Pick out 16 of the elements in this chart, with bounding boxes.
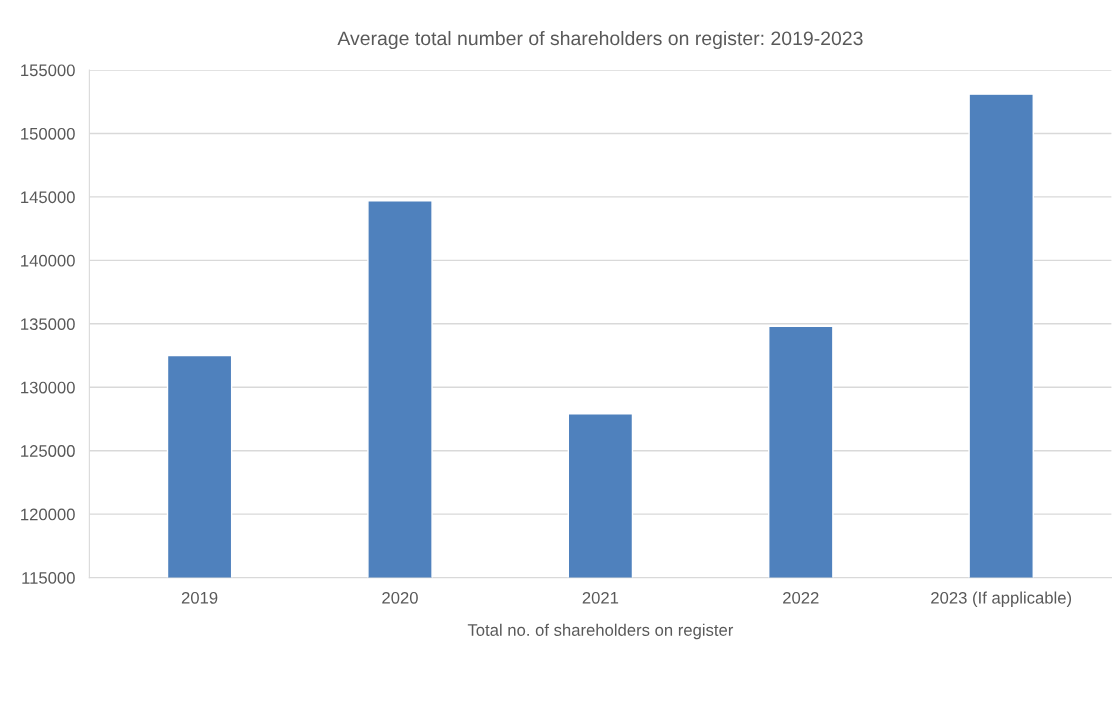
y-tick-label: 155000 [21,64,75,77]
x-tick-label: 2021 [582,591,619,604]
x-tick-label: 2022 [783,591,819,604]
y-tick-label: 140000 [21,254,75,267]
y-tick-label: 135000 [21,318,75,331]
y-tick-label: 125000 [21,445,75,457]
y-tick-label: 150000 [21,127,75,140]
x-tick-label: 2023 (If applicable) [931,591,1072,608]
y-tick-label: 115000 [22,572,75,584]
x-tick-label: 2020 [382,591,418,604]
y-tick-label: 130000 [21,381,75,394]
y-tick-label: 120000 [21,508,75,521]
x-tick-label: 2019 [181,591,218,604]
y-tick-label: 145000 [21,191,75,204]
chart-title: Average total number of shareholders on register: 2019-2023 [337,30,863,50]
x-axis-title: Total no. of shareholders on register [467,623,734,640]
